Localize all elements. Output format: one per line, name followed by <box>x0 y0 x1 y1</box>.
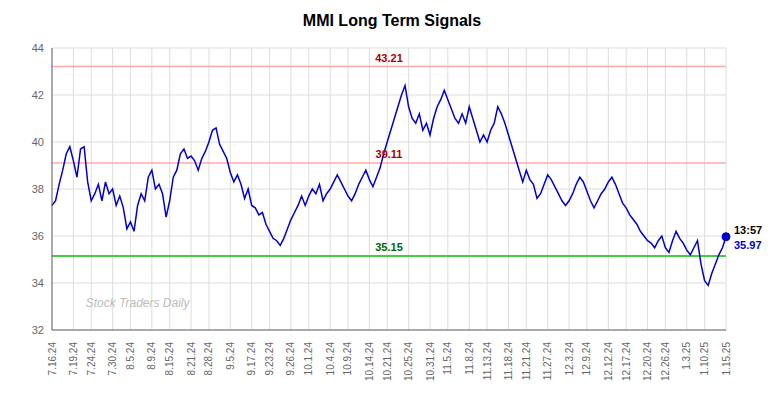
svg-text:8.21.24: 8.21.24 <box>186 342 197 376</box>
svg-text:43.21: 43.21 <box>375 52 403 64</box>
svg-text:8.15.24: 8.15.24 <box>164 342 175 376</box>
svg-text:40: 40 <box>32 136 44 148</box>
svg-text:32: 32 <box>32 324 44 336</box>
svg-text:35.15: 35.15 <box>375 241 403 253</box>
svg-text:10.1.24: 10.1.24 <box>303 342 314 376</box>
html-text:MMI Long Term Signals: MMI Long Term Signals <box>302 12 482 29</box>
svg-text:42: 42 <box>32 89 44 101</box>
svg-text:10.31.24: 10.31.24 <box>425 342 436 381</box>
svg-text:8.28.24: 8.28.24 <box>203 342 214 376</box>
svg-text:12.9.24: 12.9.24 <box>581 342 592 376</box>
svg-text:34: 34 <box>32 277 44 289</box>
svg-text:11.27.24: 11.27.24 <box>542 342 553 381</box>
svg-text:12.17.24: 12.17.24 <box>621 342 632 381</box>
svg-text:7.16.24: 7.16.24 <box>47 342 58 376</box>
svg-text:1.10.25: 1.10.25 <box>699 342 710 376</box>
svg-text:8.5.24: 8.5.24 <box>125 342 136 370</box>
svg-text:10.4.24: 10.4.24 <box>325 342 336 376</box>
svg-text:9.23.24: 9.23.24 <box>264 342 275 376</box>
svg-text:9.17.24: 9.17.24 <box>246 342 257 376</box>
html-text:Stock Traders Daily: Stock Traders Daily <box>85 296 190 310</box>
svg-text:44: 44 <box>32 42 44 54</box>
svg-text:38: 38 <box>32 183 44 195</box>
svg-text:11.13.24: 11.13.24 <box>482 342 493 381</box>
svg-text:9.5.24: 9.5.24 <box>225 342 236 370</box>
svg-text:10.21.24: 10.21.24 <box>382 342 393 381</box>
svg-text:11.5.24: 11.5.24 <box>442 342 453 375</box>
svg-text:10.25.24: 10.25.24 <box>403 342 414 381</box>
svg-text:36: 36 <box>32 230 44 242</box>
svg-text:8.9.24: 8.9.24 <box>146 342 157 370</box>
svg-text:12.26.24: 12.26.24 <box>660 342 671 381</box>
svg-text:10.14.24: 10.14.24 <box>364 342 375 381</box>
svg-text:11.8.24: 11.8.24 <box>464 342 475 375</box>
svg-text:35.97: 35.97 <box>734 239 762 251</box>
svg-text:12.20.24: 12.20.24 <box>642 342 653 381</box>
svg-text:13:57: 13:57 <box>734 224 762 236</box>
svg-text:11.21.24: 11.21.24 <box>521 342 532 381</box>
svg-text:7.24.24: 7.24.24 <box>86 342 97 376</box>
svg-text:12.12.24: 12.12.24 <box>603 342 614 381</box>
svg-text:11.18.24: 11.18.24 <box>503 342 514 381</box>
svg-text:39.11: 39.11 <box>376 148 403 160</box>
svg-text:1.15.25: 1.15.25 <box>721 342 732 376</box>
svg-text:9.26.24: 9.26.24 <box>285 342 296 376</box>
svg-text:1.3.25: 1.3.25 <box>681 342 692 370</box>
svg-text:10.9.24: 10.9.24 <box>342 342 353 376</box>
svg-text:7.19.24: 7.19.24 <box>68 342 79 376</box>
svg-text:12.3.24: 12.3.24 <box>564 342 575 376</box>
svg-text:7.30.24: 7.30.24 <box>107 342 118 376</box>
